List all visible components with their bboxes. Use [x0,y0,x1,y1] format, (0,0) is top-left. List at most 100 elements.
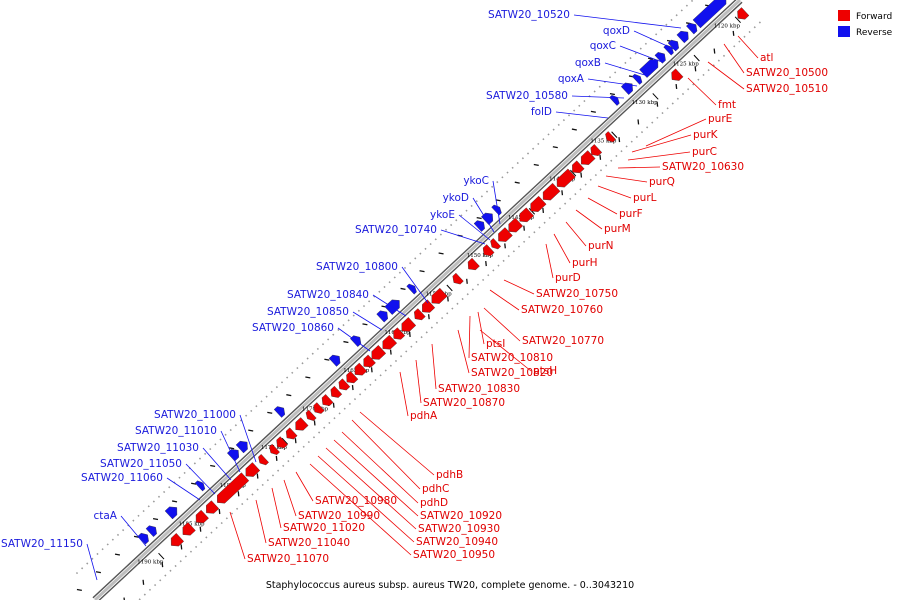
track-marker [571,128,577,131]
reverse-gene-arrow [692,0,727,29]
forward-leader-line [341,431,419,504]
forward-gene-arrow [393,327,406,340]
track-marker [466,278,468,284]
forward-leader-line [631,134,692,153]
forward-leader-line [317,455,415,543]
track-marker [580,172,583,178]
forward-leader-line [597,185,632,199]
track-marker [504,243,506,249]
reverse-gene-label: ykoC [463,175,489,187]
forward-gene-label: purL [633,192,657,204]
reverse-gene-arrow [620,82,633,95]
forward-gene-arrow [452,272,464,285]
forward-gene-arrow [217,472,250,504]
reverse-leader-line [571,95,625,99]
forward-leader-line [627,151,691,161]
forward-gene-arrow [170,533,185,547]
tick-label: 1125 kbp [673,62,700,68]
forward-gene-arrow [467,257,480,271]
forward-gene-label: SATW20_11070 [247,553,329,565]
track-marker [256,473,259,479]
forward-gene-arrow [605,131,617,143]
track-marker [476,216,482,220]
track-marker [408,331,411,337]
forward-gene-label: SATW20_11040 [268,537,350,549]
forward-leader-line [333,439,419,517]
track-marker [267,411,273,414]
reverse-gene-label: SATW20_10740 [355,224,437,236]
forward-leader-line [325,447,417,530]
track-marker [675,83,678,90]
reverse-leader-line [555,111,609,119]
forward-gene-label: atl [760,52,773,64]
track-marker [523,225,525,231]
forward-gene-label: pdhC [422,483,449,495]
track-marker [324,358,330,361]
axis-tick [446,284,453,292]
reverse-gene-arrow [273,406,286,418]
forward-legend-swatch [838,10,850,21]
track-marker [713,48,716,54]
forward-gene-label: SATW20_10920 [420,510,502,522]
track-marker [656,101,659,107]
track-marker [561,190,564,196]
reverse-gene-arrow [686,22,698,35]
figure-caption: Staphylococcus aureus subsp. aureus TW20… [266,580,634,591]
reverse-gene-arrow [406,283,417,295]
forward-gene-arrow [346,370,359,384]
forward-gene-label: SATW20_10940 [416,536,498,548]
reverse-gene-label: SATW20_10850 [267,306,349,318]
forward-gene-label: SATW20_10750 [536,288,618,300]
reverse-gene-arrow [631,73,643,85]
forward-gene-label: SATW20_10990 [298,510,380,522]
forward-gene-arrow [276,436,288,449]
track-marker [370,367,373,373]
forward-leader-line [351,419,421,490]
forward-gene-arrow [305,409,317,421]
forward-gene-label: SATW20_10630 [662,161,744,173]
forward-leader-line [271,487,282,529]
forward-gene-arrow [422,299,436,313]
forward-gene-arrow [671,68,684,81]
forward-gene-label: purM [604,223,631,235]
forward-leader-line [565,221,587,247]
forward-leader-line [605,175,648,183]
forward-gene-arrow [269,443,280,455]
reverse-leader-line [633,30,677,51]
forward-gene-label: SATW20_10980 [315,495,397,507]
track-marker [343,340,349,344]
forward-leader-line [457,329,470,374]
forward-leader-line [415,359,422,404]
forward-gene-arrow [313,402,325,414]
axis-tick [281,437,288,445]
reverse-leader-line [239,414,257,463]
tick-label: 1185 kbp [178,521,205,527]
reverse-legend-swatch [838,26,850,37]
forward-leader-line [399,371,409,417]
forward-leader-line [468,315,471,359]
track-marker [637,119,640,125]
reverse-gene-label: SATW20_11010 [135,425,217,437]
reverse-gene-label: SATW20_10800 [316,261,398,273]
reverse-gene-arrow [137,532,149,545]
forward-leader-line [229,511,246,560]
forward-leader-line [575,209,603,230]
reverse-leader-line [185,463,216,495]
reverse-gene-label: SATW20_11150 [1,538,83,550]
track-marker [351,384,354,391]
track-marker [400,287,406,290]
reverse-leader-line [573,14,682,29]
forward-gene-label: purC [692,146,717,158]
reverse-gene-label: qoxB [575,57,601,69]
forward-leader-line [309,463,412,556]
genome-backbone [98,1,743,600]
forward-gene-arrow [195,509,209,524]
reverse-gene-label: ctaA [93,510,117,522]
forward-leader-line [283,479,297,517]
reverse-gene-label: SATW20_10860 [252,322,334,334]
forward-leader-line [489,289,520,311]
track-marker [171,500,178,503]
forward-gene-arrow [371,345,387,360]
forward-gene-arrow [258,454,269,466]
forward-leader-line [479,329,532,372]
